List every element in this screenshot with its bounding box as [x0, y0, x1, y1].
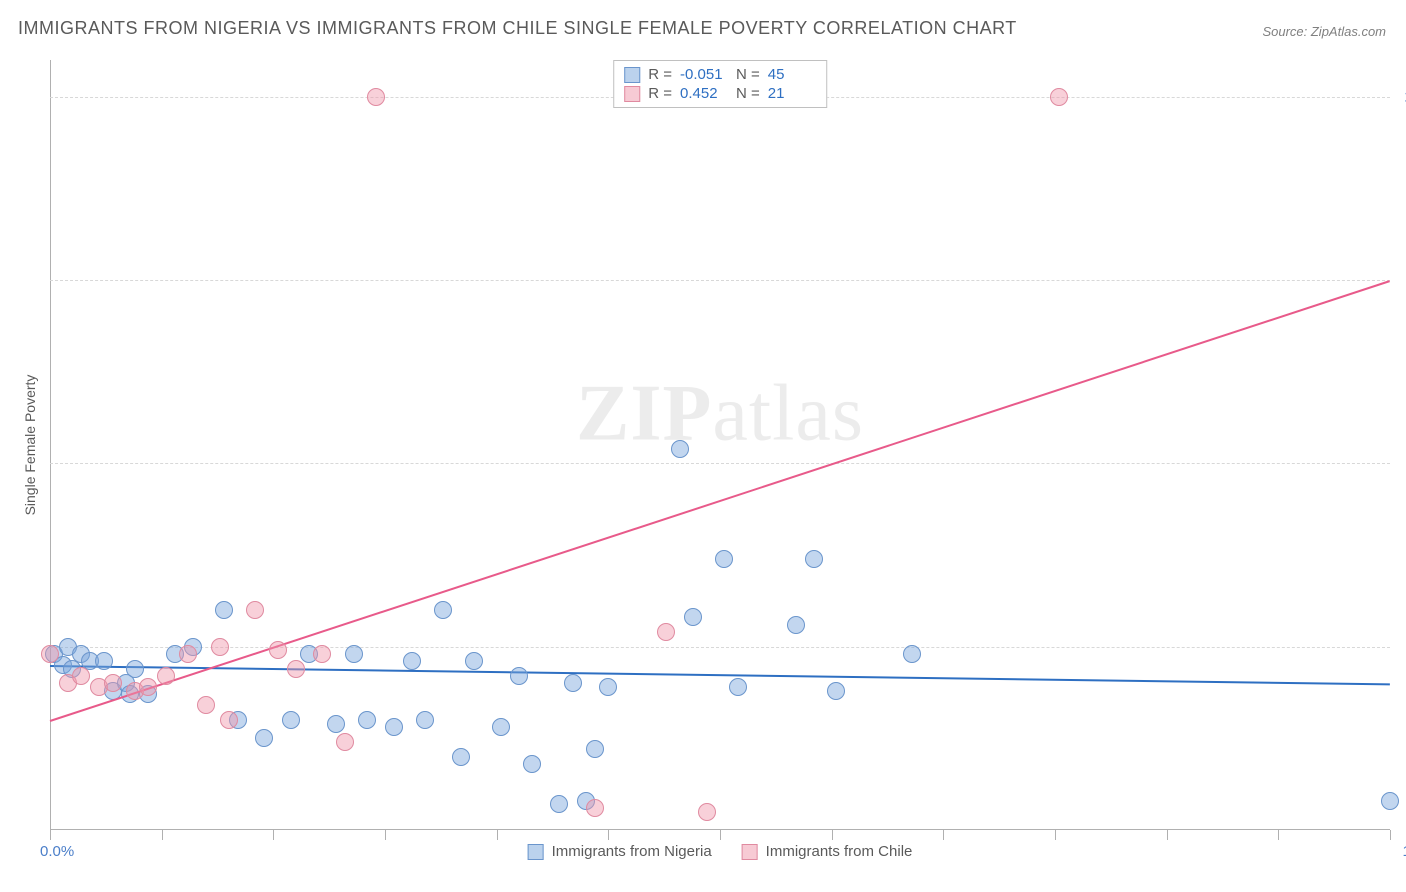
- trend-line: [50, 665, 1390, 685]
- data-point: [434, 601, 452, 619]
- r-label: R =: [648, 85, 672, 102]
- data-point: [805, 550, 823, 568]
- x-tick: [162, 830, 163, 840]
- data-point: [510, 667, 528, 685]
- r-value-chile: 0.452: [680, 85, 728, 102]
- data-point: [465, 652, 483, 670]
- data-point: [586, 799, 604, 817]
- data-point: [139, 678, 157, 696]
- data-point: [41, 645, 59, 663]
- data-point: [246, 601, 264, 619]
- x-axis-min-label: 0.0%: [40, 843, 74, 860]
- data-point: [358, 711, 376, 729]
- data-point: [345, 645, 363, 663]
- data-point: [416, 711, 434, 729]
- data-point: [104, 674, 122, 692]
- correlation-legend: R = -0.051 N = 45 R = 0.452 N = 21: [613, 60, 827, 108]
- x-tick: [273, 830, 274, 840]
- grid-line: [50, 280, 1390, 281]
- data-point: [336, 733, 354, 751]
- data-point: [1381, 792, 1399, 810]
- swatch-blue-icon: [624, 67, 640, 83]
- data-point: [367, 88, 385, 106]
- swatch-blue-icon: [528, 844, 544, 860]
- y-axis-line: [50, 60, 51, 830]
- r-label: R =: [648, 66, 672, 83]
- data-point: [287, 660, 305, 678]
- y-axis-label: Single Female Poverty: [22, 375, 38, 516]
- data-point: [684, 608, 702, 626]
- data-point: [452, 748, 470, 766]
- data-point: [492, 718, 510, 736]
- x-tick: [50, 830, 51, 840]
- data-point: [385, 718, 403, 736]
- scatter-plot: ZIPatlas R = -0.051 N = 45 R = 0.452 N =…: [50, 60, 1390, 830]
- n-value-chile: 21: [768, 85, 816, 102]
- trend-line: [50, 280, 1391, 722]
- data-point: [586, 740, 604, 758]
- data-point: [313, 645, 331, 663]
- legend-label-nigeria: Immigrants from Nigeria: [552, 843, 712, 860]
- data-point: [599, 678, 617, 696]
- data-point: [671, 440, 689, 458]
- data-point: [72, 667, 90, 685]
- swatch-pink-icon: [624, 86, 640, 102]
- legend-item-nigeria: Immigrants from Nigeria: [528, 843, 712, 860]
- watermark-right: atlas: [712, 370, 864, 458]
- x-tick: [385, 830, 386, 840]
- data-point: [197, 696, 215, 714]
- data-point: [269, 641, 287, 659]
- swatch-pink-icon: [742, 844, 758, 860]
- chart-area: Single Female Poverty ZIPatlas R = -0.05…: [50, 60, 1390, 830]
- x-tick: [1167, 830, 1168, 840]
- x-tick: [832, 830, 833, 840]
- n-value-nigeria: 45: [768, 66, 816, 83]
- data-point: [698, 803, 716, 821]
- data-point: [564, 674, 582, 692]
- r-value-nigeria: -0.051: [680, 66, 728, 83]
- chart-title: IMMIGRANTS FROM NIGERIA VS IMMIGRANTS FR…: [18, 18, 1017, 39]
- data-point: [1050, 88, 1068, 106]
- data-point: [715, 550, 733, 568]
- data-point: [157, 667, 175, 685]
- grid-line: [50, 463, 1390, 464]
- x-tick: [943, 830, 944, 840]
- data-point: [729, 678, 747, 696]
- x-tick: [1390, 830, 1391, 840]
- data-point: [179, 645, 197, 663]
- data-point: [255, 729, 273, 747]
- legend-row-nigeria: R = -0.051 N = 45: [624, 65, 816, 84]
- x-tick: [497, 830, 498, 840]
- data-point: [95, 652, 113, 670]
- data-point: [523, 755, 541, 773]
- series-legend: Immigrants from Nigeria Immigrants from …: [528, 843, 913, 860]
- n-label: N =: [736, 85, 760, 102]
- data-point: [903, 645, 921, 663]
- n-label: N =: [736, 66, 760, 83]
- x-axis-max-label: 15.0%: [1402, 843, 1406, 860]
- watermark: ZIPatlas: [576, 369, 864, 460]
- data-point: [220, 711, 238, 729]
- legend-label-chile: Immigrants from Chile: [766, 843, 913, 860]
- x-tick: [720, 830, 721, 840]
- data-point: [126, 660, 144, 678]
- data-point: [282, 711, 300, 729]
- x-tick: [1055, 830, 1056, 840]
- legend-item-chile: Immigrants from Chile: [742, 843, 913, 860]
- data-point: [827, 682, 845, 700]
- watermark-left: ZIP: [576, 370, 712, 458]
- data-point: [657, 623, 675, 641]
- data-point: [787, 616, 805, 634]
- data-point: [550, 795, 568, 813]
- data-point: [211, 638, 229, 656]
- x-tick: [1278, 830, 1279, 840]
- data-point: [403, 652, 421, 670]
- data-point: [215, 601, 233, 619]
- source-attribution: Source: ZipAtlas.com: [1262, 24, 1386, 39]
- legend-row-chile: R = 0.452 N = 21: [624, 84, 816, 103]
- grid-line: [50, 647, 1390, 648]
- data-point: [327, 715, 345, 733]
- x-tick: [608, 830, 609, 840]
